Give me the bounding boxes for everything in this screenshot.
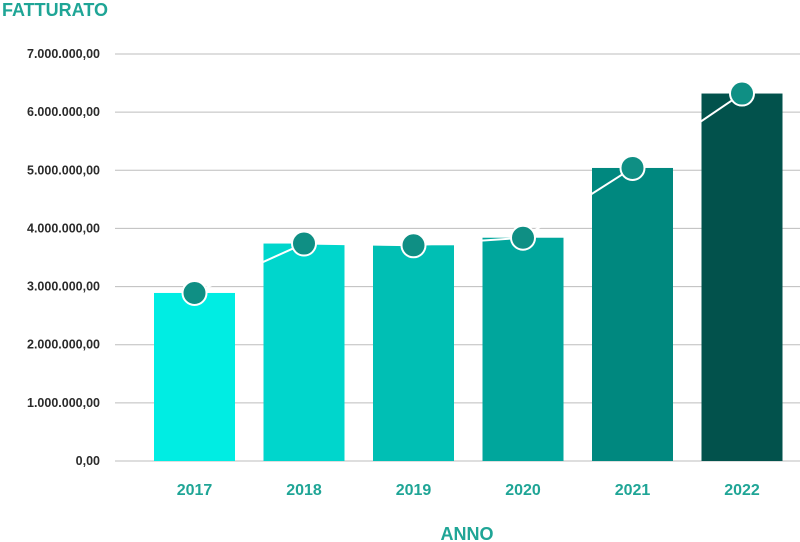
y-tick-label: 3.000.000,00 xyxy=(27,280,100,294)
x-tick-labels: 2017 2018 2019 2020 2021 2022 xyxy=(177,482,760,499)
trend-line xyxy=(194,92,743,294)
data-markers xyxy=(181,80,755,306)
bar xyxy=(263,243,345,461)
trend-segment xyxy=(522,167,634,239)
bars xyxy=(154,93,783,461)
bar xyxy=(373,245,454,461)
x-tick-label: 2017 xyxy=(177,482,213,499)
trend-segment xyxy=(413,236,524,247)
x-axis-title: ANNO xyxy=(441,524,494,542)
y-tick-labels: 0,00 1.000.000,00 2.000.000,00 3.000.000,00… xyxy=(27,47,100,468)
y-tick-label: 1.000.000,00 xyxy=(27,396,100,410)
bar xyxy=(482,237,564,461)
x-tick-label: 2019 xyxy=(396,482,432,499)
data-point xyxy=(619,154,646,181)
trend-segment xyxy=(303,242,414,247)
y-axis-title: FATTURATO xyxy=(2,0,108,20)
data-point xyxy=(729,80,755,107)
bar xyxy=(154,292,235,461)
y-tick-label: 5.000.000,00 xyxy=(27,163,100,177)
bar xyxy=(701,93,783,461)
data-point xyxy=(400,232,427,259)
bar xyxy=(592,167,673,461)
y-tick-label: 4.000.000,00 xyxy=(27,221,100,235)
y-tick-label: 2.000.000,00 xyxy=(27,338,100,352)
x-tick-label: 2022 xyxy=(724,482,760,499)
y-tick-label: 0,00 xyxy=(76,454,100,468)
data-point xyxy=(510,224,536,251)
data-point xyxy=(291,230,317,257)
x-tick-label: 2020 xyxy=(505,482,541,499)
x-tick-label: 2021 xyxy=(615,482,651,499)
y-tick-label: 6.000.000,00 xyxy=(27,105,100,119)
trend-segment xyxy=(631,92,743,169)
y-tick-label: 7.000.000,00 xyxy=(27,47,100,61)
data-point xyxy=(181,279,208,306)
x-tick-label: 2018 xyxy=(286,482,322,499)
trend-segment xyxy=(194,242,305,294)
